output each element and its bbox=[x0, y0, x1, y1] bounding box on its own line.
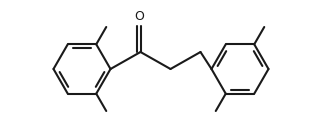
Text: O: O bbox=[134, 10, 144, 23]
